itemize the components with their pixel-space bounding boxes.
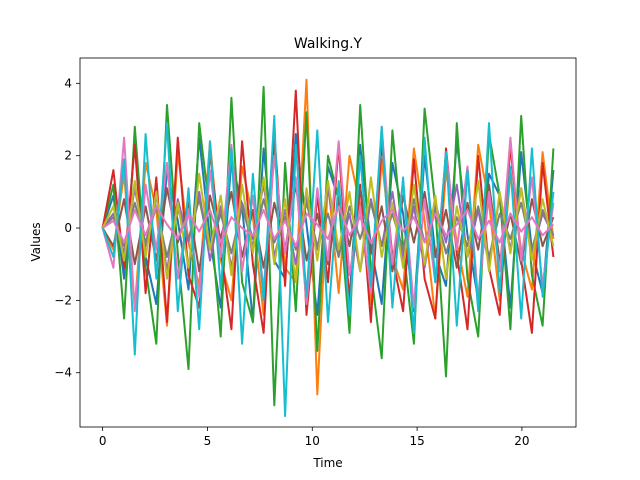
x-axis-ticks: 0 5 10 15 20 — [99, 427, 530, 448]
chart-title: Walking.Y — [294, 36, 363, 52]
y-tick-label: 2 — [64, 149, 72, 163]
series-line-8 — [101, 198, 555, 258]
y-tick-label: 4 — [64, 76, 72, 90]
series-line-9 — [101, 172, 555, 284]
x-tick-label: 5 — [204, 434, 212, 448]
x-tick-label: 0 — [99, 434, 107, 448]
series-layer — [101, 78, 555, 418]
series-line-6 — [101, 183, 555, 273]
series-line-11 — [102, 205, 555, 248]
x-tick-label: 10 — [305, 434, 320, 448]
y-tick-label: 0 — [64, 221, 72, 235]
plot-frame — [79, 57, 577, 428]
series-line-3 — [101, 85, 555, 407]
x-tick-label: 20 — [514, 434, 529, 448]
x-tick-label: 15 — [409, 434, 424, 448]
series-line-10 — [101, 114, 555, 418]
series-line-4 — [101, 89, 555, 334]
x-axis-label: Time — [312, 456, 342, 470]
y-tick-label: −2 — [54, 293, 72, 307]
y-axis-label: Values — [29, 222, 43, 261]
y-axis-ticks: −4 −2 0 2 4 — [54, 76, 80, 380]
y-tick-label: −4 — [54, 366, 72, 380]
